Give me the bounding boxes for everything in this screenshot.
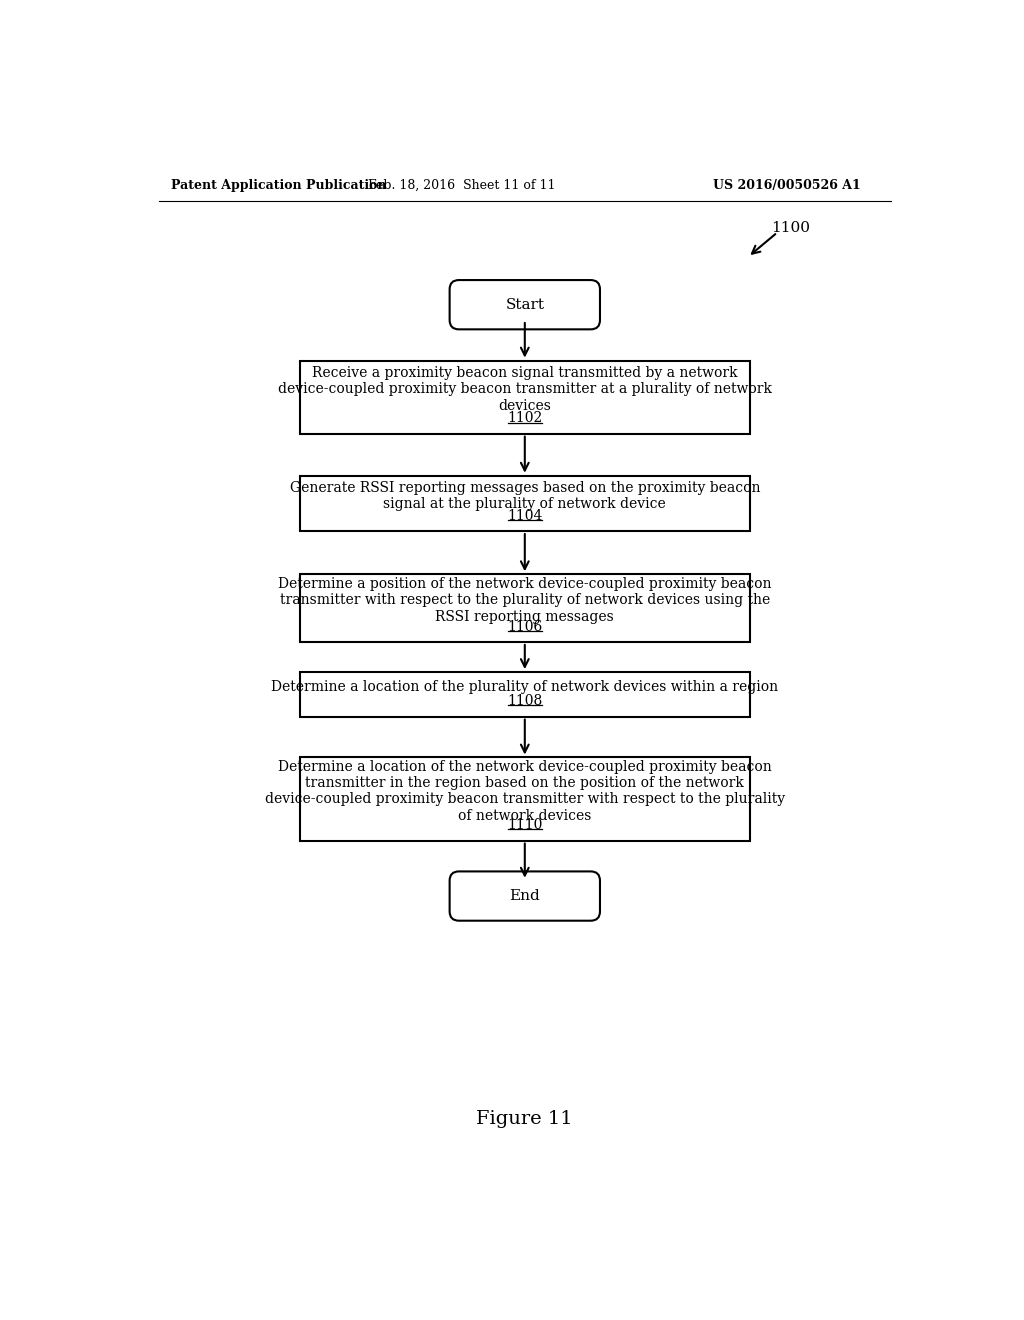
- Bar: [300, 574, 750, 642]
- Text: Generate RSSI reporting messages based on the proximity beacon
signal at the plu: Generate RSSI reporting messages based o…: [290, 480, 760, 511]
- Text: Feb. 18, 2016  Sheet 11 of 11: Feb. 18, 2016 Sheet 11 of 11: [368, 178, 555, 191]
- Text: 1110: 1110: [507, 818, 543, 832]
- Text: Start: Start: [505, 298, 545, 312]
- Text: Determine a position of the network device-coupled proximity beacon
transmitter : Determine a position of the network devi…: [279, 577, 771, 623]
- Text: 1104: 1104: [507, 508, 543, 523]
- FancyBboxPatch shape: [450, 871, 600, 921]
- Bar: [300, 672, 750, 717]
- Text: Patent Application Publication: Patent Application Publication: [171, 178, 386, 191]
- Text: 1108: 1108: [507, 694, 543, 709]
- Bar: [300, 758, 750, 841]
- Text: Determine a location of the network device-coupled proximity beacon
transmitter : Determine a location of the network devi…: [265, 760, 784, 822]
- Text: End: End: [509, 890, 541, 903]
- Text: US 2016/0050526 A1: US 2016/0050526 A1: [713, 178, 860, 191]
- Text: 1102: 1102: [507, 412, 543, 425]
- Text: Figure 11: Figure 11: [476, 1110, 573, 1129]
- Text: 1106: 1106: [507, 619, 543, 634]
- Text: Determine a location of the plurality of network devices within a region: Determine a location of the plurality of…: [271, 680, 778, 693]
- Bar: [300, 475, 750, 531]
- FancyBboxPatch shape: [450, 280, 600, 329]
- Bar: [300, 360, 750, 434]
- Text: Receive a proximity beacon signal transmitted by a network
device-coupled proxim: Receive a proximity beacon signal transm…: [278, 366, 772, 413]
- Text: 1100: 1100: [771, 220, 810, 235]
